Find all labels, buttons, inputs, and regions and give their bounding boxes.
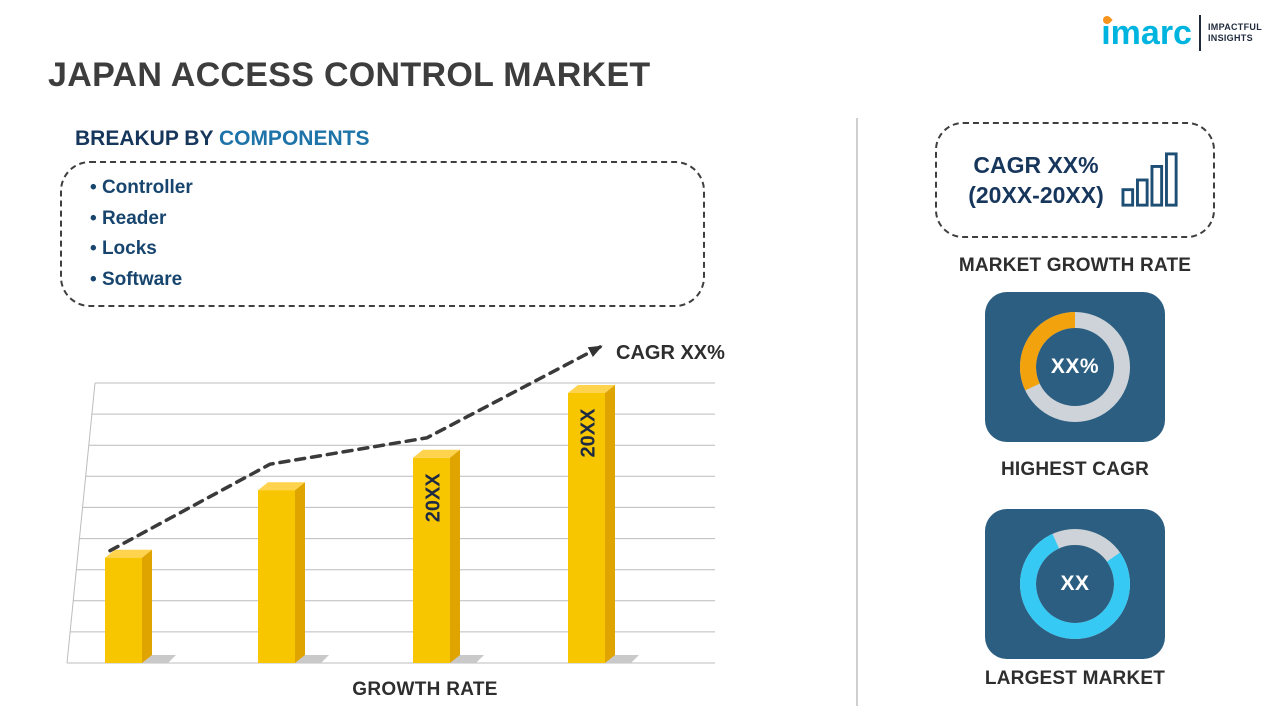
bar-top-face bbox=[413, 449, 460, 458]
donut-arc bbox=[1020, 529, 1130, 639]
bar-top-face bbox=[105, 549, 152, 558]
chart-gridlines bbox=[66, 382, 715, 664]
bar-shadow bbox=[450, 655, 484, 663]
bar-shadow bbox=[605, 655, 639, 663]
bar-top-face bbox=[568, 385, 615, 393]
logo-brand-text: imarc bbox=[1101, 14, 1192, 52]
list-item: Controller bbox=[90, 173, 703, 204]
section-divider bbox=[856, 118, 858, 706]
cagr-badge-value: CAGR XX% bbox=[973, 152, 1099, 178]
cagr-badge-text: CAGR XX% (20XX-20XX) bbox=[968, 150, 1104, 210]
highest-cagr-value: XX% bbox=[1050, 355, 1100, 378]
bar-side-face bbox=[142, 549, 152, 663]
bar-front-face bbox=[258, 490, 295, 663]
cagr-trend-label: CAGR XX% bbox=[616, 342, 725, 364]
highest-cagr-label: HIGHEST CAGR bbox=[1000, 459, 1150, 480]
largest-market-card: XX bbox=[985, 509, 1165, 659]
cagr-badge-period: (20XX-20XX) bbox=[968, 182, 1104, 208]
highest-cagr-card: XX% bbox=[985, 292, 1165, 442]
breakup-heading: BREAKUP BY COMPONENTS bbox=[75, 127, 369, 151]
logo-tagline-line1: IMPACTFUL bbox=[1207, 22, 1262, 32]
list-item: Software bbox=[90, 265, 703, 296]
bar bbox=[258, 482, 329, 663]
bar-label: 20XX bbox=[423, 473, 445, 523]
logo-tagline-line2: INSIGHTS bbox=[1207, 33, 1253, 43]
logo-wordmark: imarc bbox=[1101, 14, 1192, 52]
bar-side-face bbox=[605, 385, 615, 663]
highest-cagr-donut bbox=[1020, 312, 1130, 422]
components-box: Controller Reader Locks Software bbox=[60, 161, 705, 307]
bar-top-face bbox=[258, 482, 305, 491]
logo-divider bbox=[1198, 15, 1201, 51]
breakup-heading-prefix: BREAKUP BY bbox=[75, 127, 219, 150]
bar-shadow bbox=[295, 655, 329, 663]
bar-front-face bbox=[568, 393, 605, 663]
components-list: Controller Reader Locks Software bbox=[90, 173, 703, 295]
imarc-logo: imarc IMPACTFUL INSIGHTS bbox=[1101, 14, 1262, 52]
market-growth-rate-label: MARKET GROWTH RATE bbox=[958, 255, 1192, 276]
bar-front-face bbox=[105, 557, 142, 663]
largest-market-label: LARGEST MARKET bbox=[984, 668, 1166, 689]
list-item: Locks bbox=[90, 234, 703, 265]
bar-front-face bbox=[413, 457, 450, 663]
bar-chart-icon bbox=[1121, 152, 1178, 207]
logo-tagline: IMPACTFUL INSIGHTS bbox=[1208, 22, 1262, 44]
list-item: Reader bbox=[90, 204, 703, 235]
donut-arc bbox=[1020, 312, 1130, 422]
bar-side-face bbox=[450, 449, 460, 663]
x-axis-label: GROWTH RATE bbox=[352, 679, 498, 700]
trend-arrow bbox=[108, 345, 603, 553]
cagr-badge: CAGR XX% (20XX-20XX) bbox=[935, 122, 1215, 238]
bar: 20XX bbox=[413, 449, 484, 663]
page-title: JAPAN ACCESS CONTROL MARKET bbox=[48, 56, 651, 94]
bar-side-face bbox=[295, 482, 305, 663]
largest-market-donut bbox=[1020, 529, 1130, 639]
bar bbox=[105, 549, 176, 663]
bar-shadow bbox=[142, 655, 176, 663]
breakup-heading-highlight: COMPONENTS bbox=[218, 127, 370, 150]
largest-market-value: XX bbox=[1060, 572, 1090, 595]
growth-bar-chart: 20XX 20XX bbox=[66, 345, 715, 664]
growth-chart-area: 20XX 20XX bbox=[55, 340, 745, 670]
bar-label: 20XX bbox=[578, 408, 600, 458]
bar: 20XX bbox=[568, 385, 639, 663]
